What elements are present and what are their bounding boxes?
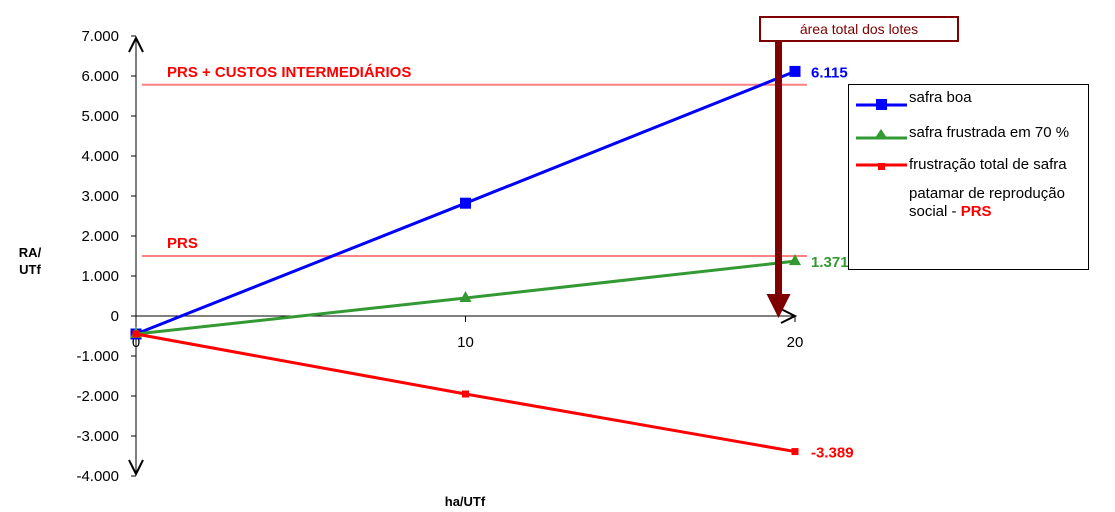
series-2-point [789, 254, 801, 266]
y-tick-label: 7.000 [81, 28, 119, 45]
series-1-point [789, 65, 801, 77]
series-2-end-label: 1.371 [811, 254, 849, 271]
series-group [130, 65, 801, 456]
series-1-point [460, 197, 471, 209]
series-2-point [459, 291, 472, 302]
reference-lines: PRS + CUSTOS INTERMEDIÁRIOS PRS [142, 64, 807, 257]
y-axis-arrow-up [128, 35, 144, 53]
x-tick-labels: 0 10 20 [132, 316, 804, 351]
series-3-point [791, 448, 799, 456]
y-axis-arrow-down [128, 459, 144, 477]
legend-swatch-safra-frustrada [856, 129, 907, 140]
end-labels: 6.115 1.371 -3.389 [811, 64, 854, 461]
x-tick-label: 20 [787, 334, 804, 351]
y-tick-label: -1.000 [76, 348, 119, 365]
legend-label-prs-abbrev: PRS [960, 203, 992, 220]
annotation-arrow [766, 42, 791, 318]
series-3-end-label: -3.389 [811, 445, 854, 462]
y-tick-label: 2.000 [81, 228, 119, 245]
axes [128, 35, 798, 477]
y-tick-label: -2.000 [76, 388, 119, 405]
legend-label-prs: patamar de reprodução social - PRS [909, 185, 1084, 221]
y-axis-label-line2: UTf [19, 262, 41, 277]
reference-line-label: PRS + CUSTOS INTERMEDIÁRIOS [167, 64, 411, 81]
y-tick-label: 0 [111, 308, 119, 325]
y-tick-labels: 7.000 6.000 5.000 4.000 3.000 2.000 1.000 0 -1.0… [76, 28, 136, 485]
y-tick-label: 1.000 [81, 268, 119, 285]
y-tick-label: 6.000 [81, 68, 119, 85]
series-1-end-label: 6.115 [811, 64, 848, 81]
y-tick-label: -3.000 [76, 428, 119, 445]
annotation-label: área total dos lotes [759, 16, 959, 42]
y-tick-label: 4.000 [81, 148, 119, 165]
series-3-point [462, 390, 469, 398]
y-axis-label-line1: RA/ [19, 245, 42, 260]
annotation-arrow-head [766, 294, 791, 318]
legend-item-safra-frustrada: safra frustrada em 70 % [849, 123, 1088, 145]
legend-label-safra-frustrada: safra frustrada em 70 % [909, 124, 1070, 141]
x-axis-label: ha/UTf [445, 494, 486, 509]
legend-item-prs: patamar de reprodução social - PRS [849, 185, 1088, 229]
legend: safra boa safra frustrada em 70 % frustr… [848, 84, 1089, 270]
legend-label-prs-text: patamar de reprodução social - [909, 185, 1065, 220]
series-3-point [132, 330, 140, 338]
x-tick-label: 10 [457, 334, 474, 351]
legend-swatch-frustracao-total [856, 163, 907, 170]
legend-label-safra-boa: safra boa [909, 89, 972, 106]
legend-item-frustracao-total: frustração total de safra [849, 155, 1088, 177]
x-tick-label: 0 [132, 334, 140, 351]
legend-label-frustracao-total: frustração total de safra [909, 156, 1067, 173]
y-tick-label: 3.000 [81, 188, 119, 205]
legend-item-safra-boa: safra boa [849, 89, 1088, 111]
legend-swatch-safra-boa [856, 99, 907, 110]
y-tick-label: 5.000 [81, 108, 119, 125]
y-tick-label: -4.000 [76, 468, 119, 485]
reference-line-label: PRS [167, 235, 198, 252]
